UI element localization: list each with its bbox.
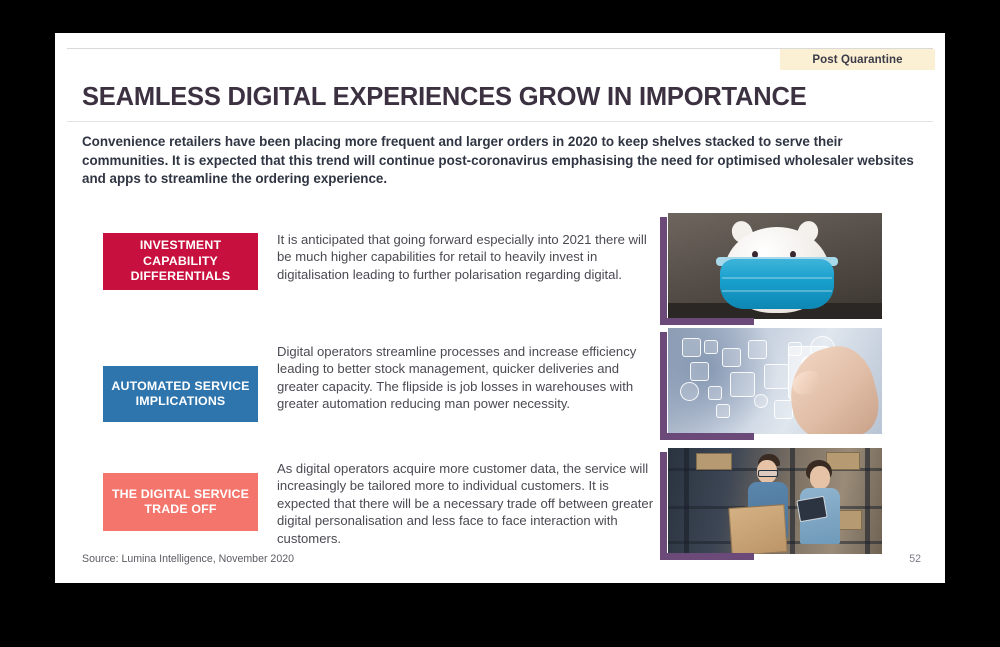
presentation-slide: Post Quarantine SEAMLESS DIGITAL EXPERIE… bbox=[55, 33, 945, 583]
row-tag-investment-capability-differentials: INVESTMENT CAPABILITY DIFFERENTIALS bbox=[103, 233, 258, 290]
row-tag-the-digital-service-trade-off: THE DIGITAL SERVICE TRADE OFF bbox=[103, 473, 258, 531]
page-number: 52 bbox=[909, 553, 921, 565]
photo-digital-service-icons bbox=[660, 328, 882, 440]
photo-piggy-bank-mask bbox=[660, 213, 882, 325]
page-title: SEAMLESS DIGITAL EXPERIENCES GROW IN IMP… bbox=[82, 83, 807, 111]
row-body-automated-service: Digital operators streamline processes a… bbox=[277, 344, 637, 412]
header-divider bbox=[67, 48, 933, 49]
row-body-digital-trade-off: As digital operators acquire more custom… bbox=[277, 461, 654, 546]
row-body-investment: It is anticipated that going forward esp… bbox=[277, 232, 647, 282]
title-divider bbox=[67, 121, 933, 122]
photo-image-warehouse-workers bbox=[668, 448, 882, 554]
post-quarantine-tag: Post Quarantine bbox=[780, 49, 935, 70]
photo-image-digital-icons bbox=[668, 328, 882, 434]
photo-image-piggy-bank bbox=[668, 213, 882, 319]
photo-warehouse-workers bbox=[660, 448, 882, 560]
post-quarantine-tag-label: Post Quarantine bbox=[812, 53, 903, 66]
source-note: Source: Lumina Intelligence, November 20… bbox=[82, 553, 294, 565]
row-tag-automated-service-implications: AUTOMATED SERVICE IMPLICATIONS bbox=[103, 366, 258, 422]
intro-paragraph: Convenience retailers have been placing … bbox=[82, 134, 914, 186]
